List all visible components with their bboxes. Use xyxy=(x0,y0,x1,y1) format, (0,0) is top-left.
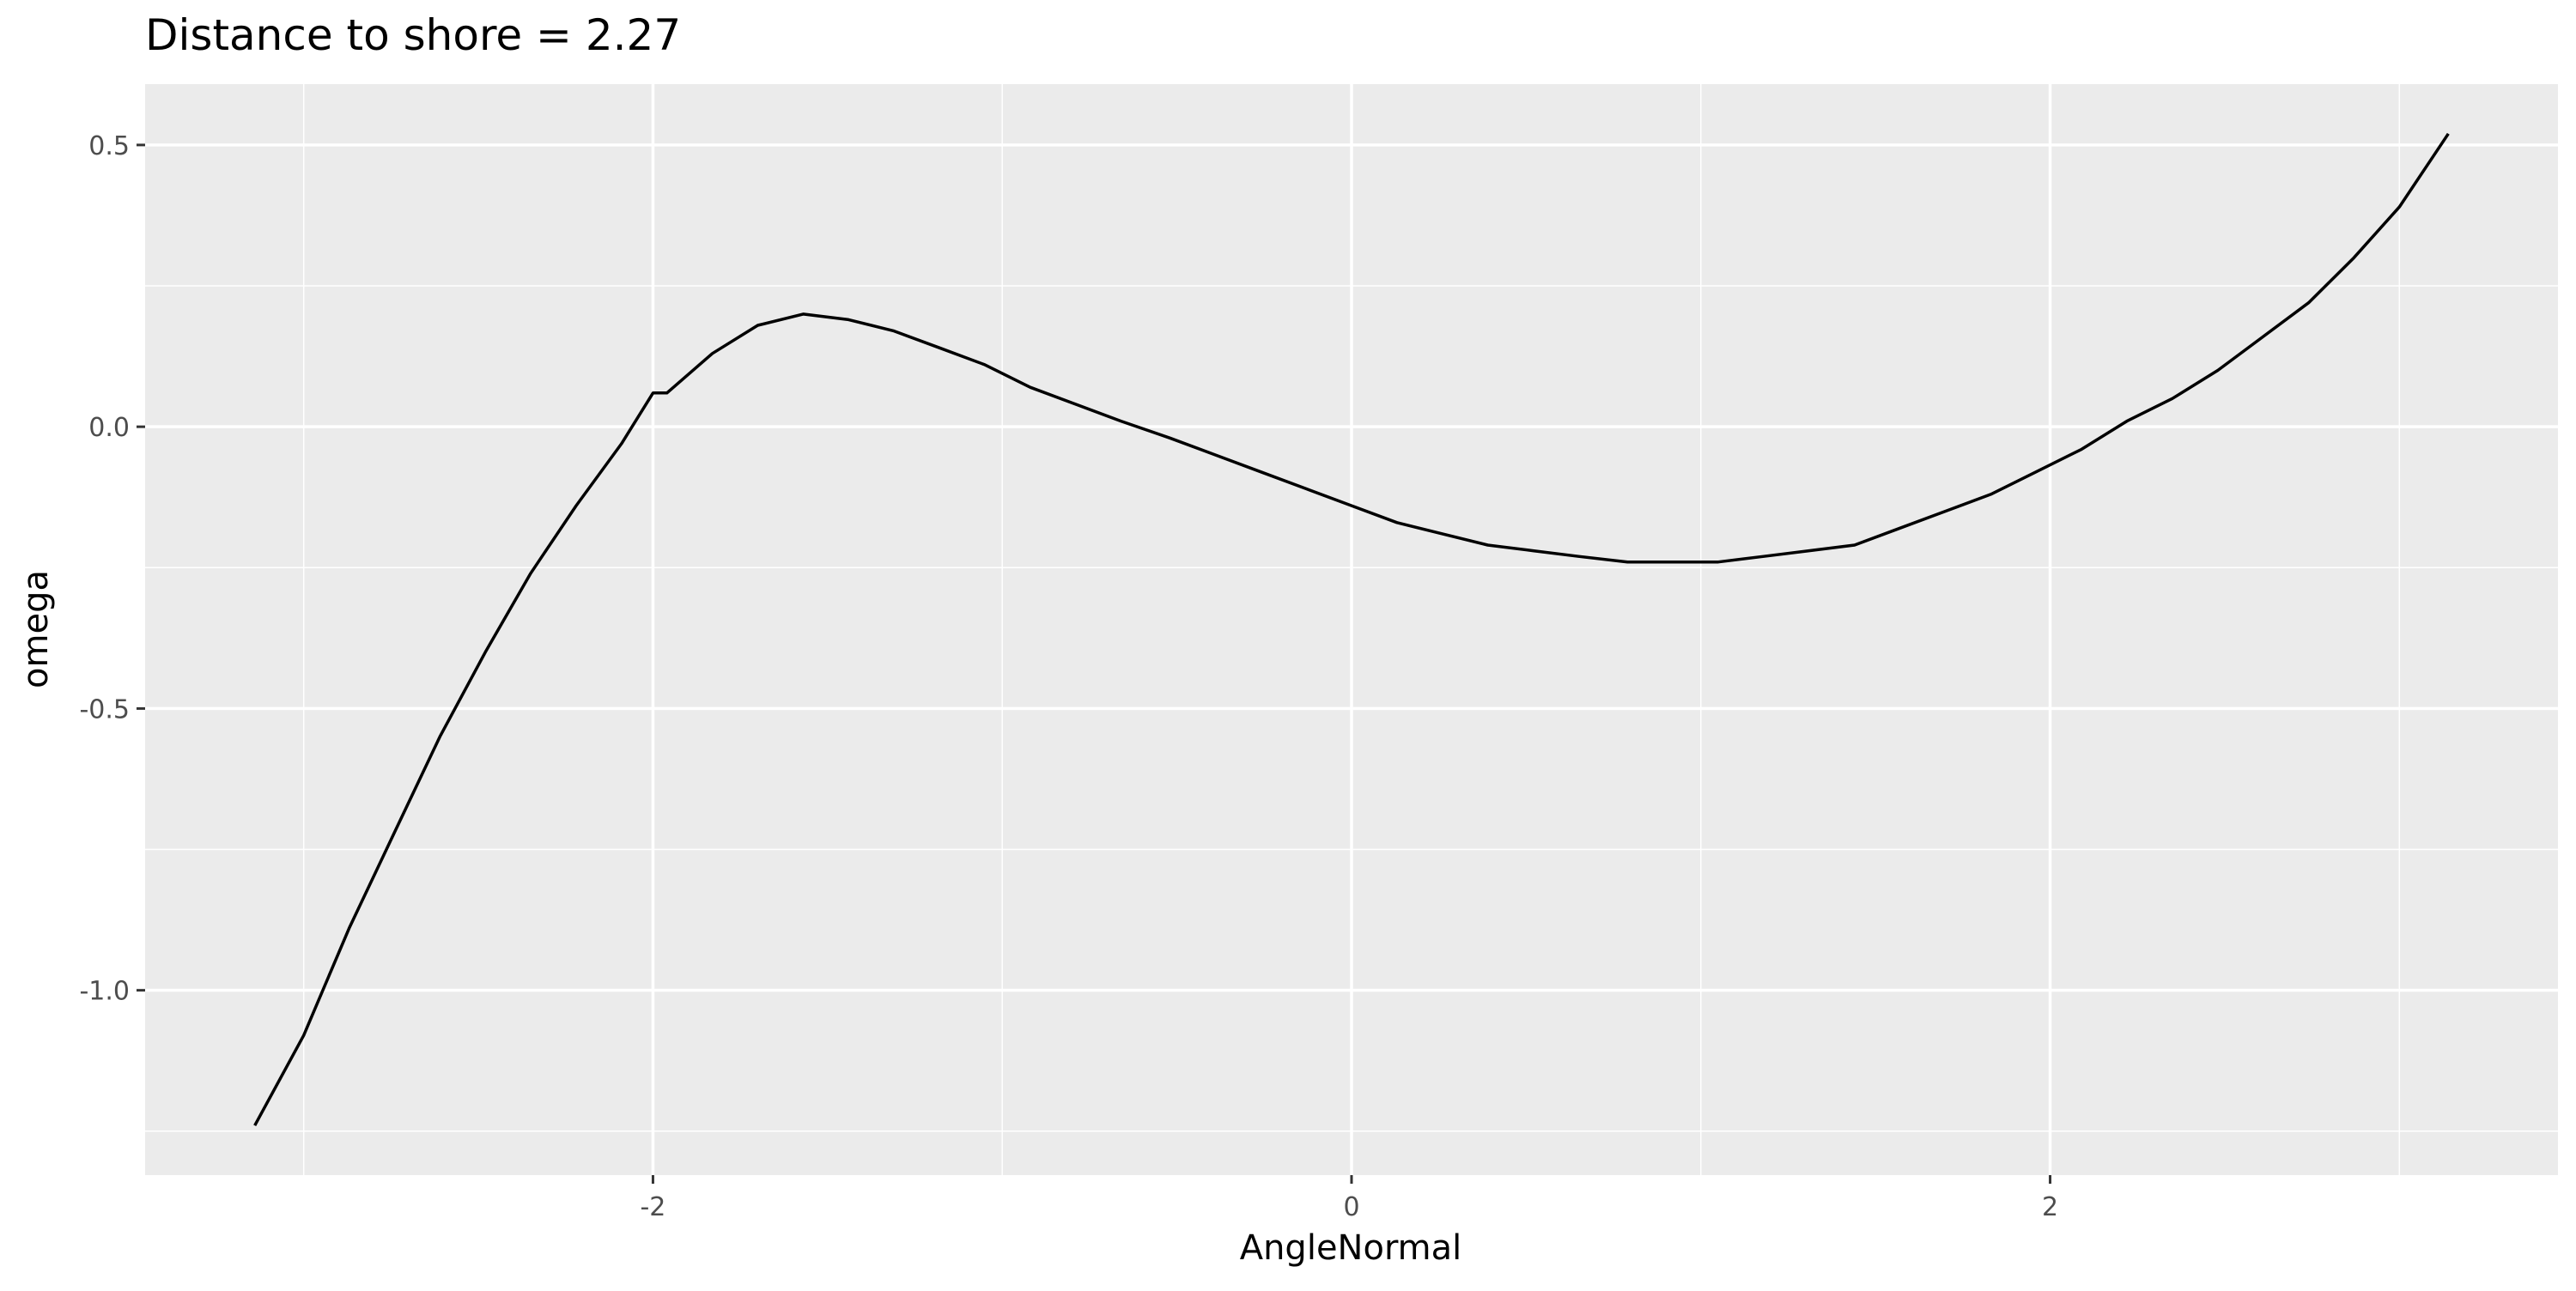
x-axis-title: AngleNormal xyxy=(1240,1228,1462,1268)
chart-title: Distance to shore = 2.27 xyxy=(145,10,681,60)
series-layer xyxy=(253,132,2450,1127)
y-tick-label: 0.5 xyxy=(88,131,130,161)
x-tick-label: 0 xyxy=(1343,1192,1359,1222)
major-grid xyxy=(145,84,2558,1175)
y-axis-title: omega xyxy=(16,570,56,688)
y-tick-label: -1.0 xyxy=(79,977,130,1007)
series-line xyxy=(253,132,2450,1127)
x-tick-label: -2 xyxy=(640,1192,665,1222)
y-tick-label: -0.5 xyxy=(79,694,130,724)
axis-ticks xyxy=(137,143,2052,1184)
tick-labels: -2 0 2 0.5 0.0 -0.5 -1.0 xyxy=(79,131,2058,1222)
y-tick-label: 0.0 xyxy=(88,413,130,443)
x-tick-label: 2 xyxy=(2042,1192,2058,1222)
